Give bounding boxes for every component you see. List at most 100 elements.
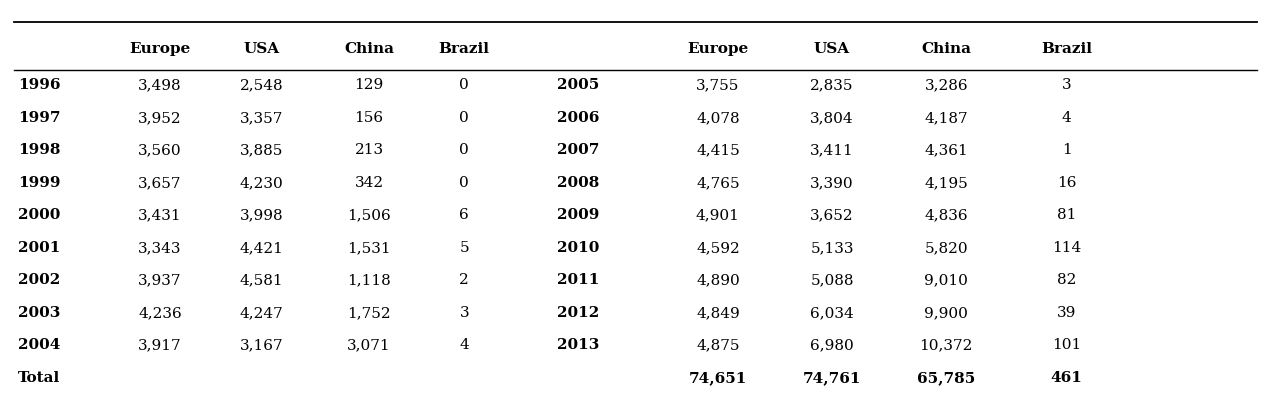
Text: 2011: 2011: [557, 273, 600, 287]
Text: 4,361: 4,361: [924, 143, 969, 157]
Text: 2: 2: [459, 273, 469, 287]
Text: 2012: 2012: [557, 306, 600, 320]
Text: 2008: 2008: [557, 176, 600, 190]
Text: 1: 1: [1061, 143, 1071, 157]
Text: 5: 5: [460, 241, 469, 255]
Text: 0: 0: [459, 143, 469, 157]
Text: 2009: 2009: [557, 208, 600, 222]
Text: China: China: [344, 42, 394, 56]
Text: 4,230: 4,230: [239, 176, 283, 190]
Text: 4,078: 4,078: [697, 111, 740, 125]
Text: 342: 342: [355, 176, 384, 190]
Text: 1996: 1996: [18, 78, 61, 93]
Text: 5,133: 5,133: [811, 241, 854, 255]
Text: 3,286: 3,286: [924, 78, 969, 93]
Text: 213: 213: [355, 143, 384, 157]
Text: 2010: 2010: [557, 241, 600, 255]
Text: 6,980: 6,980: [810, 338, 854, 352]
Text: 81: 81: [1057, 208, 1077, 222]
Text: 4,415: 4,415: [697, 143, 740, 157]
Text: 3,357: 3,357: [240, 111, 283, 125]
Text: 16: 16: [1057, 176, 1077, 190]
Text: 0: 0: [459, 78, 469, 93]
Text: 2005: 2005: [557, 78, 600, 93]
Text: 4,890: 4,890: [697, 273, 740, 287]
Text: 2,835: 2,835: [811, 78, 854, 93]
Text: 114: 114: [1052, 241, 1082, 255]
Text: 3: 3: [1061, 78, 1071, 93]
Text: 1999: 1999: [18, 176, 61, 190]
Text: 0: 0: [459, 176, 469, 190]
Text: 101: 101: [1052, 338, 1082, 352]
Text: 5,820: 5,820: [924, 241, 969, 255]
Text: 4: 4: [459, 338, 469, 352]
Text: 2000: 2000: [18, 208, 61, 222]
Text: 2001: 2001: [18, 241, 61, 255]
Text: 4,581: 4,581: [239, 273, 283, 287]
Text: 2003: 2003: [18, 306, 61, 320]
Text: Europe: Europe: [130, 42, 191, 56]
Text: 129: 129: [355, 78, 384, 93]
Text: 9,900: 9,900: [924, 306, 969, 320]
Text: Europe: Europe: [688, 42, 749, 56]
Text: 1998: 1998: [18, 143, 61, 157]
Text: Total: Total: [18, 371, 61, 385]
Text: 2007: 2007: [557, 143, 600, 157]
Text: 4,875: 4,875: [697, 338, 740, 352]
Text: 4,187: 4,187: [924, 111, 969, 125]
Text: 3,755: 3,755: [697, 78, 740, 93]
Text: 65,785: 65,785: [918, 371, 975, 385]
Text: 1,118: 1,118: [347, 273, 391, 287]
Text: 2,548: 2,548: [239, 78, 283, 93]
Text: 4,592: 4,592: [697, 241, 740, 255]
Text: 3,431: 3,431: [139, 208, 182, 222]
Text: 4,849: 4,849: [697, 306, 740, 320]
Text: 1,752: 1,752: [347, 306, 391, 320]
Text: 3,071: 3,071: [347, 338, 391, 352]
Text: 156: 156: [355, 111, 384, 125]
Text: 461: 461: [1051, 371, 1083, 385]
Text: 4,836: 4,836: [924, 208, 969, 222]
Text: Brazil: Brazil: [438, 42, 489, 56]
Text: 4,247: 4,247: [239, 306, 283, 320]
Text: 2004: 2004: [18, 338, 61, 352]
Text: 4: 4: [1061, 111, 1071, 125]
Text: 3,657: 3,657: [139, 176, 182, 190]
Text: 3,804: 3,804: [810, 111, 854, 125]
Text: 4,765: 4,765: [697, 176, 740, 190]
Text: 1,531: 1,531: [347, 241, 391, 255]
Text: 3,390: 3,390: [810, 176, 854, 190]
Text: 3,917: 3,917: [139, 338, 182, 352]
Text: 3,998: 3,998: [239, 208, 283, 222]
Text: 3,952: 3,952: [139, 111, 182, 125]
Text: USA: USA: [813, 42, 850, 56]
Text: 3,885: 3,885: [240, 143, 283, 157]
Text: 82: 82: [1057, 273, 1077, 287]
Text: 2006: 2006: [557, 111, 600, 125]
Text: 4,195: 4,195: [924, 176, 969, 190]
Text: 6,034: 6,034: [810, 306, 854, 320]
Text: 2002: 2002: [18, 273, 61, 287]
Text: 9,010: 9,010: [924, 273, 969, 287]
Text: 39: 39: [1057, 306, 1077, 320]
Text: 3,652: 3,652: [810, 208, 854, 222]
Text: 4,236: 4,236: [139, 306, 182, 320]
Text: 3,343: 3,343: [139, 241, 182, 255]
Text: 10,372: 10,372: [919, 338, 972, 352]
Text: 74,651: 74,651: [689, 371, 747, 385]
Text: China: China: [921, 42, 971, 56]
Text: 0: 0: [459, 111, 469, 125]
Text: 5,088: 5,088: [811, 273, 854, 287]
Text: 3,167: 3,167: [239, 338, 283, 352]
Text: 3,411: 3,411: [810, 143, 854, 157]
Text: 3,560: 3,560: [139, 143, 182, 157]
Text: 1997: 1997: [18, 111, 61, 125]
Text: Brazil: Brazil: [1041, 42, 1092, 56]
Text: 4,421: 4,421: [239, 241, 283, 255]
Text: 3,498: 3,498: [139, 78, 182, 93]
Text: USA: USA: [243, 42, 280, 56]
Text: 74,761: 74,761: [803, 371, 862, 385]
Text: 6: 6: [459, 208, 469, 222]
Text: 2013: 2013: [557, 338, 600, 352]
Text: 3,937: 3,937: [139, 273, 182, 287]
